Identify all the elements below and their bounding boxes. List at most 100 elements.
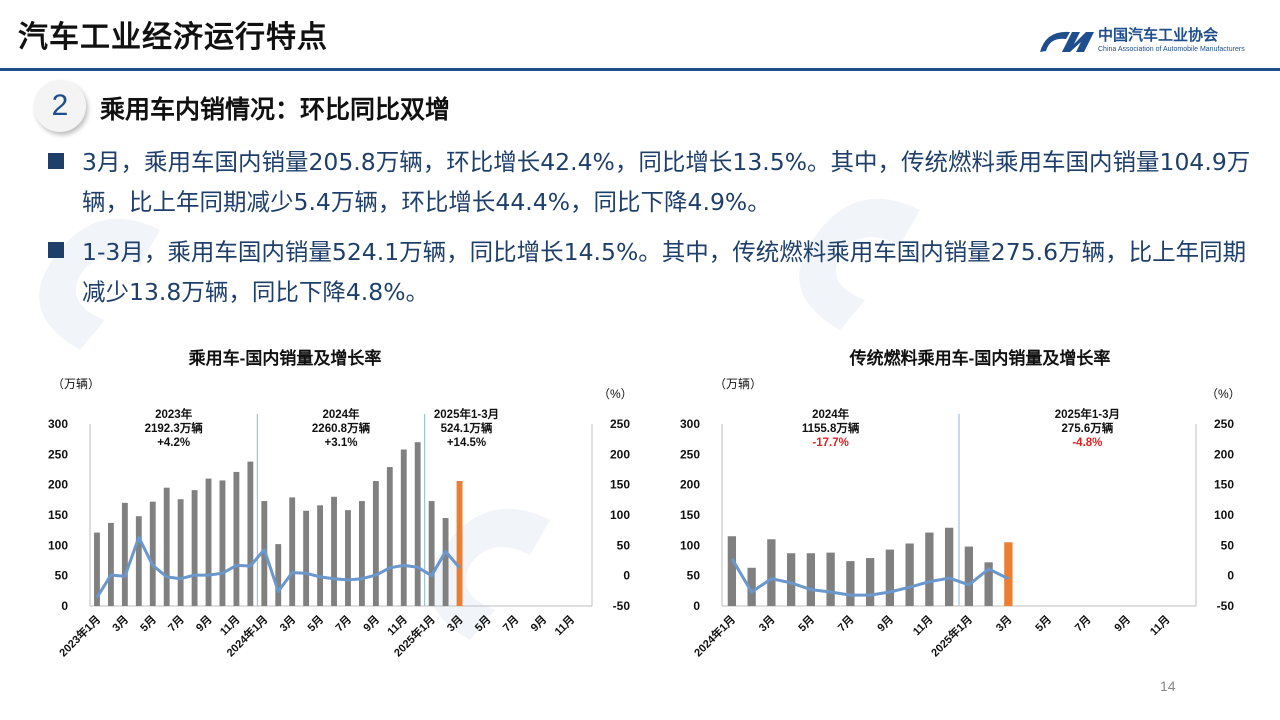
y-left-tick-label: 200 — [680, 478, 700, 492]
y-left-tick-label: 100 — [680, 538, 700, 552]
bar — [826, 552, 835, 606]
y-left-tick-label: 0 — [693, 599, 700, 613]
y-left-tick-label: 200 — [48, 478, 68, 492]
bar — [135, 516, 142, 606]
bar — [865, 558, 875, 606]
x-tick-label: 3月 — [110, 613, 131, 634]
bar — [177, 499, 184, 606]
x-tick-label: 3月 — [993, 613, 1014, 634]
x-tick-label: 3月 — [444, 613, 465, 634]
bullet-paragraph-2: 1-3月，乘用车国内销量524.1万辆，同比增长14.5%。其中，传统燃料乘用车… — [82, 238, 1247, 306]
bar — [219, 480, 226, 606]
y-right-tick-label: 50 — [617, 538, 631, 552]
y-left-tick-label: 300 — [680, 417, 700, 431]
y-left-tick-label: 100 — [48, 538, 68, 552]
bar — [905, 543, 914, 606]
y-right-tick-label: 0 — [623, 569, 630, 583]
y-left-tick-label: 250 — [680, 447, 700, 461]
y-right-tick-label: -50 — [1217, 599, 1235, 613]
x-tick-label: 2025年1月 — [928, 612, 975, 659]
y-right-tick-label: 50 — [1221, 538, 1235, 552]
period-annotation: 2192.3万辆 — [145, 421, 204, 435]
bar — [149, 501, 156, 606]
x-tick-label: 9月 — [193, 613, 214, 634]
y-right-tick-label: 150 — [1214, 478, 1234, 492]
y-right-tick-label: -50 — [613, 599, 631, 613]
bar — [107, 522, 114, 606]
x-tick-label: 7月 — [835, 613, 856, 634]
page-number: 14 — [1160, 678, 1176, 694]
x-tick-label: 11月 — [910, 613, 935, 638]
bar — [94, 532, 100, 606]
bar — [767, 539, 776, 606]
y-right-tick-label: 150 — [610, 478, 630, 492]
bar — [331, 496, 337, 606]
y-left-tick-label: 300 — [48, 417, 68, 431]
y-left-tick-label: 150 — [48, 508, 68, 522]
chart-title: 传统燃料乘用车-国内销量及增长率 — [849, 348, 1111, 368]
bar — [372, 481, 379, 606]
period-annotation: -17.7% — [812, 437, 848, 449]
period-annotation: 524.1万辆 — [441, 421, 493, 435]
period-annotation: 275.6万辆 — [1061, 421, 1113, 435]
section-title: 乘用车内销情况：环比同比双增 — [100, 95, 451, 124]
period-annotation: +14.5% — [447, 437, 486, 449]
bar — [121, 502, 128, 606]
period-annotation: -4.8% — [1072, 437, 1102, 449]
bar — [191, 490, 198, 606]
bar — [289, 497, 296, 606]
x-tick-label: 5月 — [138, 613, 159, 634]
x-tick-label: 5月 — [305, 613, 326, 634]
y-right-tick-label: 100 — [1214, 508, 1234, 522]
y-left-tick-label: 50 — [687, 569, 701, 583]
period-annotation: 2260.8万辆 — [312, 421, 371, 435]
bar — [205, 478, 212, 606]
y-left-unit: （万辆） — [52, 377, 100, 391]
growth-rate-line — [730, 557, 1010, 597]
x-tick-label: 9月 — [875, 613, 896, 634]
bar — [944, 527, 954, 606]
bar — [317, 505, 324, 606]
bar-highlight — [456, 481, 463, 606]
x-tick-label: 3月 — [277, 613, 298, 634]
bar — [163, 487, 170, 606]
bar — [414, 442, 421, 606]
period-annotation: +4.2% — [157, 437, 190, 449]
bar — [442, 518, 449, 606]
y-left-tick-label: 0 — [61, 599, 68, 613]
bar — [747, 567, 756, 606]
x-tick-label: 7月 — [500, 613, 521, 634]
y-left-tick-label: 50 — [55, 569, 69, 583]
period-annotation: +3.1% — [325, 437, 358, 449]
bar — [964, 546, 974, 606]
chart-title: 乘用车-国内销量及增长率 — [188, 348, 382, 368]
period-annotation: 2025年1-3月 — [434, 407, 499, 421]
bar — [358, 501, 365, 606]
y-right-tick-label: 250 — [1214, 417, 1234, 431]
bar — [925, 532, 934, 606]
bar — [275, 544, 282, 606]
x-tick-label: 5月 — [472, 613, 493, 634]
bar — [428, 501, 435, 606]
bullet-square-icon — [48, 242, 64, 258]
y-right-tick-label: 200 — [610, 447, 630, 461]
x-tick-label: 11月 — [385, 613, 410, 638]
header-rule — [0, 68, 1280, 71]
y-right-tick-label: 250 — [610, 417, 630, 431]
x-tick-label: 3月 — [756, 613, 777, 634]
period-annotation: 1155.8万辆 — [802, 421, 860, 435]
x-tick-label: 2023年1月 — [56, 612, 103, 659]
y-left-tick-label: 250 — [48, 447, 68, 461]
x-tick-label: 11月 — [552, 613, 577, 638]
x-tick-label: 9月 — [528, 613, 549, 634]
x-tick-label: 5月 — [796, 613, 817, 634]
bar — [727, 536, 737, 606]
y-right-tick-label: 100 — [610, 508, 630, 522]
x-tick-label: 9月 — [1112, 613, 1133, 634]
x-tick-label: 5月 — [1033, 613, 1054, 634]
bar — [806, 553, 816, 606]
bar — [303, 510, 310, 606]
page-title: 汽车工业经济运行特点 — [18, 20, 328, 55]
x-tick-label: 7月 — [165, 613, 186, 634]
period-annotation: 2024年 — [322, 407, 360, 421]
